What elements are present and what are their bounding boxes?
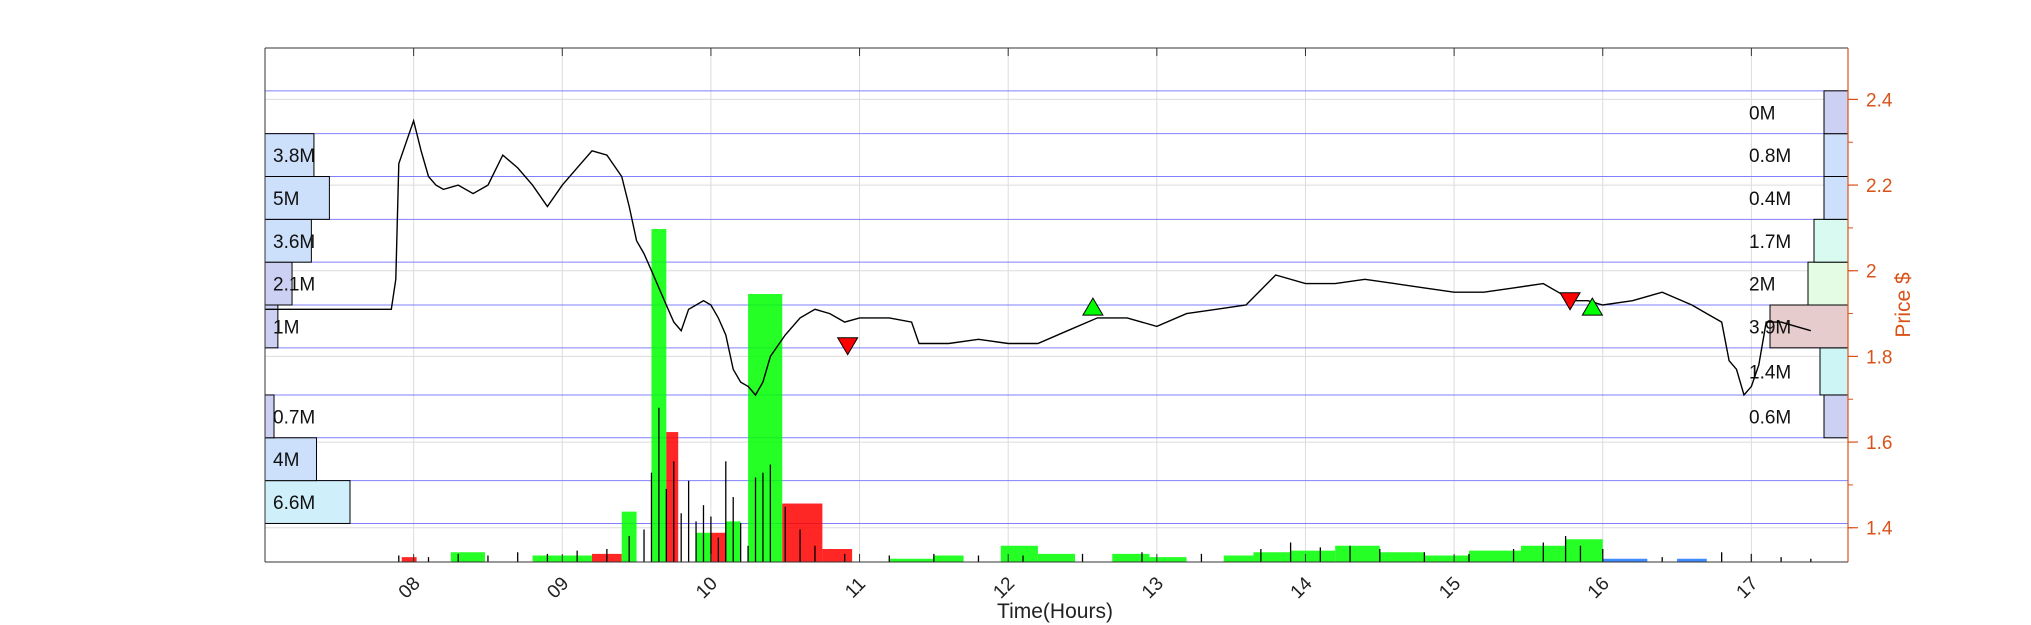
volume-profile-right-label: 1.7M — [1749, 232, 1791, 253]
y-tick-label: 2 — [1866, 262, 1877, 283]
volume-bar — [666, 432, 679, 562]
y-tick-label: 1.4 — [1866, 519, 1893, 540]
x-axis-label: Time(Hours) — [997, 600, 1113, 623]
volume-bar — [822, 549, 853, 562]
right-axis-label: Price $ — [1892, 272, 1915, 338]
volume-profile-right-bar — [1823, 90, 1849, 135]
sell-marker — [836, 337, 859, 356]
volume-bar — [1424, 555, 1469, 562]
volume-bar — [1468, 550, 1521, 562]
volume-bar — [933, 555, 964, 562]
volume-bar — [1037, 553, 1076, 562]
volume-profile-left-bar — [264, 176, 330, 220]
volume-profile-right-bar — [1813, 218, 1849, 263]
volume-profile-left-bar — [264, 437, 318, 482]
volume-profile-right-label: 2M — [1749, 275, 1775, 296]
volume-bar — [450, 552, 485, 562]
volume-bar — [1149, 557, 1187, 562]
volume-bar — [782, 503, 823, 562]
volume-profile-right-label: 3.9M — [1749, 317, 1791, 338]
buy-marker — [1082, 297, 1104, 316]
volume-layer — [398, 229, 1812, 562]
volume-profile-right-label: 0M — [1749, 103, 1775, 124]
volume-bar — [651, 229, 667, 562]
volume-profile-right-label: 0.8M — [1749, 146, 1791, 167]
volume-bar — [1565, 539, 1603, 562]
y-tick-label: 2.4 — [1866, 90, 1893, 111]
volume-bar — [889, 558, 934, 562]
volume-bar — [748, 294, 783, 562]
trade-markers — [836, 292, 1604, 356]
buy-marker — [1581, 297, 1604, 316]
y-tick-label: 1.8 — [1866, 347, 1892, 368]
volume-profile-right-bar — [1769, 304, 1849, 349]
volume-profile-left-label: 2.1M — [273, 275, 315, 296]
volume-bar — [1677, 558, 1707, 562]
y-tick-label: 1.6 — [1866, 433, 1892, 454]
volume-bar — [1335, 545, 1380, 562]
volume-bar — [1000, 545, 1038, 562]
y-tick-label: 2.2 — [1866, 176, 1892, 197]
volume-profile-right-bar — [1823, 394, 1849, 439]
volume-profile-left-bar — [264, 261, 293, 306]
volume-profile-left-label: 6.6M — [273, 493, 315, 514]
volume-profile-right-label: 1.4M — [1749, 362, 1791, 383]
volume-profile-left-label: 3.6M — [273, 232, 315, 253]
volume-profile-right-bar — [1819, 347, 1849, 396]
price-level-lines — [265, 90, 1848, 524]
volume-profile-right-bar — [1807, 261, 1849, 306]
volume-bar — [1253, 552, 1291, 562]
volume-bar — [1112, 553, 1150, 562]
volume-profile-left-label: 1M — [273, 317, 299, 338]
volume-bar — [1223, 555, 1254, 562]
volume-profile-left-label: 3.8M — [273, 146, 315, 167]
volume-bar — [1290, 550, 1336, 562]
volume-profile-right-bar — [1823, 133, 1849, 178]
volume-profile-left-label: 4M — [273, 450, 299, 471]
volume-profile-left-label: 0.7M — [273, 407, 315, 428]
volume-bar — [1602, 558, 1648, 562]
volume-bar — [1379, 552, 1425, 562]
volume-bar — [401, 557, 417, 562]
volume-profile-right-label: 0.4M — [1749, 189, 1791, 210]
volume-profile-right-label: 0.6M — [1749, 407, 1791, 428]
volume-profile-left-label: 5M — [273, 189, 299, 210]
sell-marker — [1559, 292, 1581, 311]
volume-profile: 6.6M 4M 0.7M 1M 2.1M 3.6M 5M 3.8M 0.6M 1.4M 3.9M 2M… — [264, 90, 1849, 524]
volume-profile-right-bar — [1823, 176, 1849, 220]
